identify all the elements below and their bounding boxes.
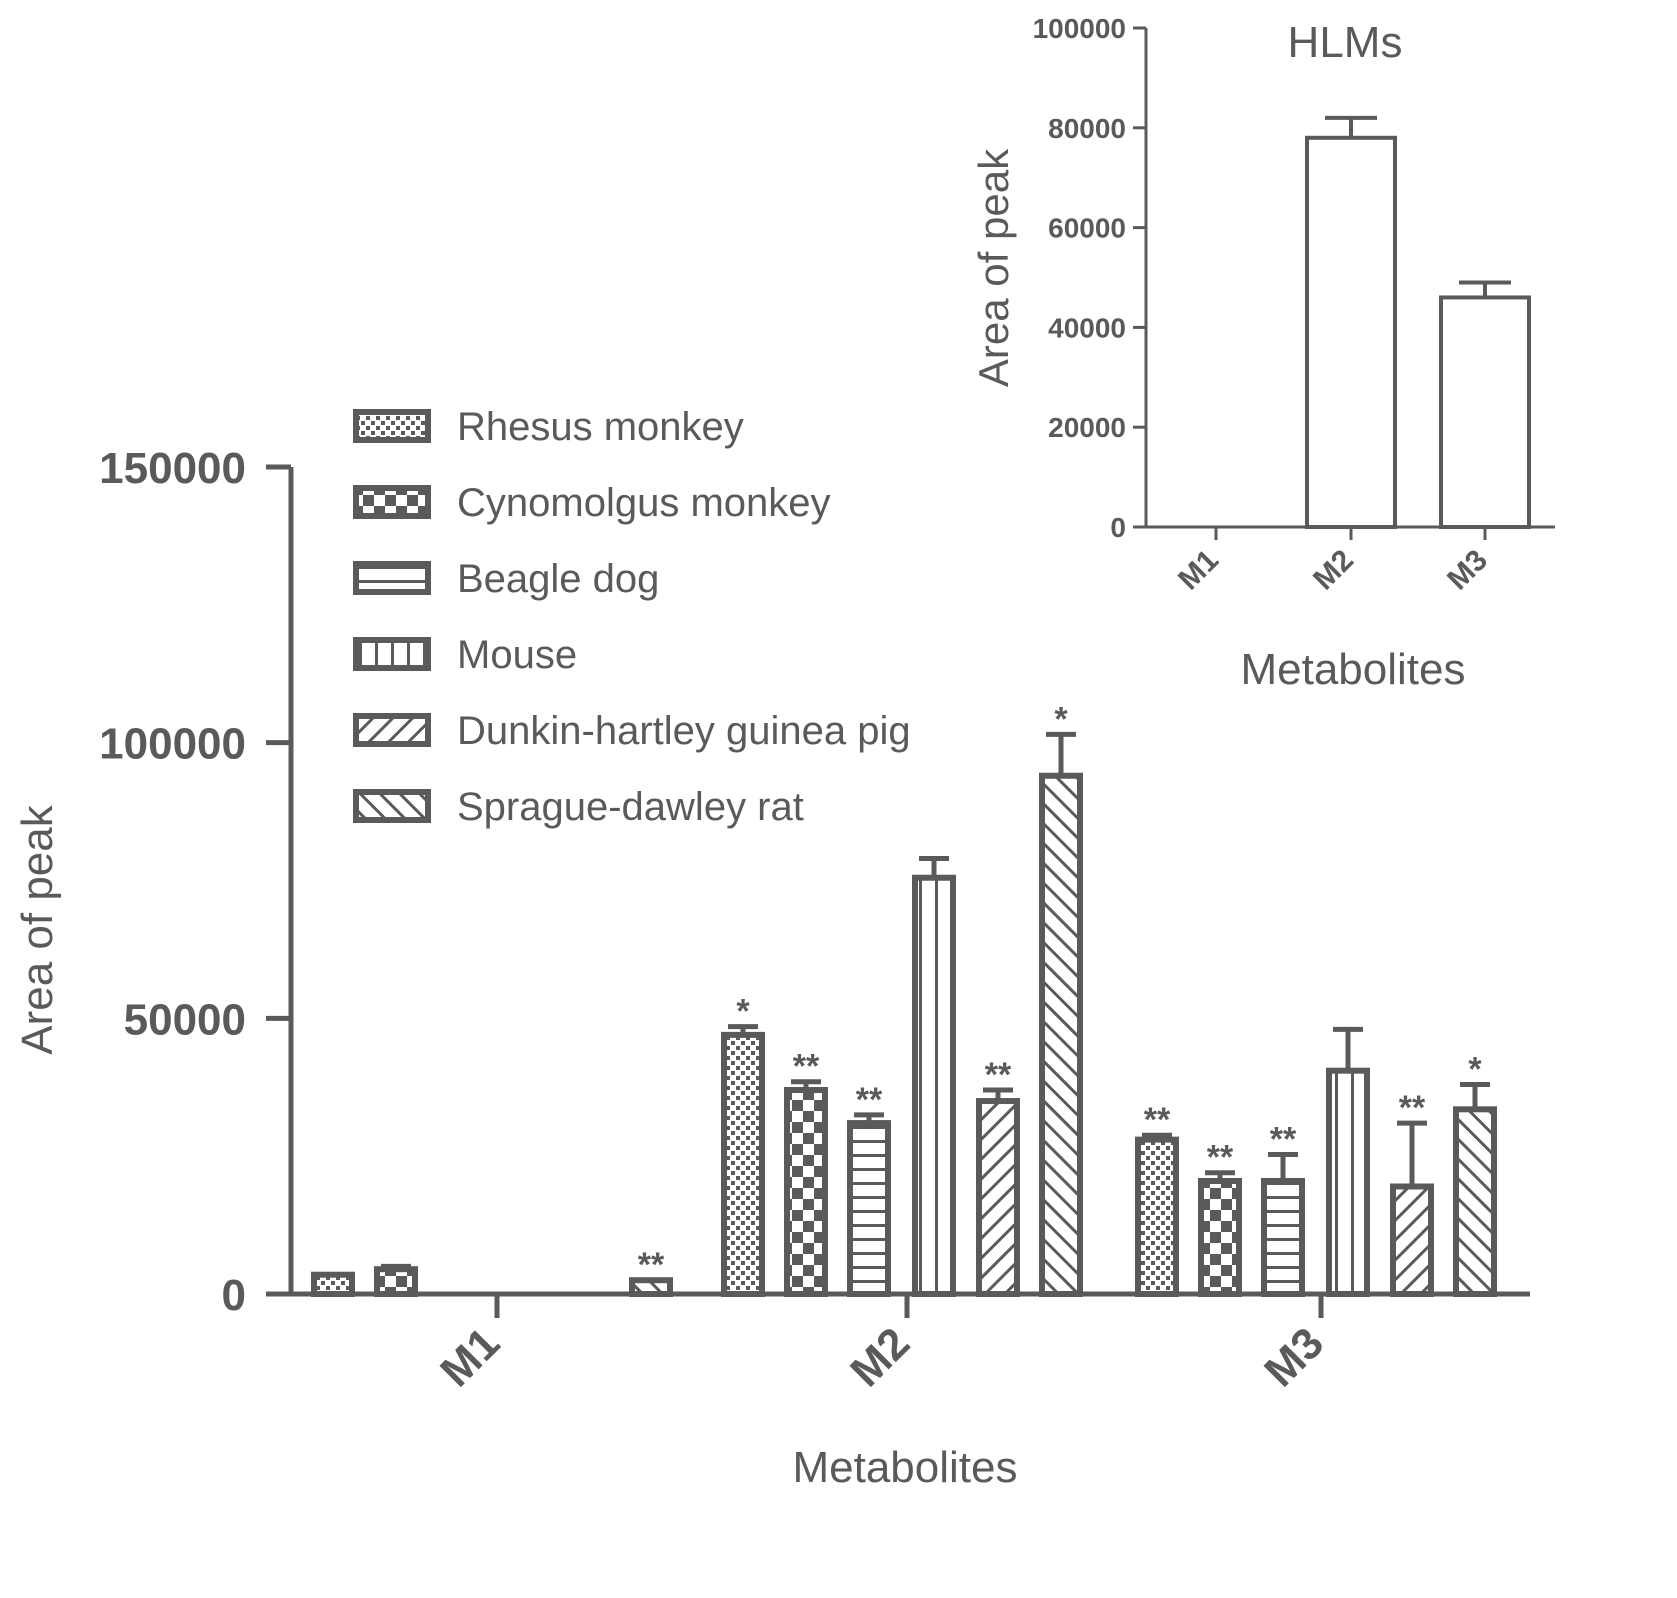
bar-rect — [311, 1271, 355, 1298]
bar-beagle-dog-m3: ** — [1261, 1121, 1305, 1298]
y-tick-label: 150000 — [99, 444, 246, 493]
bar-rect — [912, 874, 956, 1297]
bar-cynomolgus-monkey-m1 — [374, 1263, 418, 1297]
significance-label: ** — [1207, 1139, 1234, 1177]
bar-rect — [1390, 1183, 1434, 1297]
bar-rhesus-monkey-m2: * — [721, 993, 765, 1297]
bar-dunkin-hartley-guinea-pig-m2: ** — [976, 1056, 1020, 1297]
legend-swatch — [353, 485, 431, 519]
y-tick-label: 50000 — [124, 995, 246, 1044]
legend-label: Sprague-dawley rat — [457, 785, 804, 829]
legend-label: Mouse — [457, 633, 577, 677]
significance-label: ** — [856, 1081, 883, 1119]
x-tick-label: M1 — [431, 1318, 509, 1396]
legend-swatch — [353, 713, 431, 747]
inset-x-axis-title: Metabolites — [1240, 645, 1465, 694]
legend-label: Cynomolgus monkey — [457, 481, 831, 525]
legend-item-mouse: Mouse — [353, 633, 577, 677]
inset-y-ticks: 0 20000 40000 60000 80000 100000 — [1033, 13, 1146, 543]
y-tick-label: 40000 — [1048, 312, 1126, 343]
bar-dunkin-hartley-guinea-pig-m3: ** — [1390, 1089, 1434, 1297]
significance-label: ** — [1144, 1101, 1171, 1139]
significance-label: ** — [1399, 1089, 1426, 1127]
legend-swatch — [353, 637, 431, 671]
bar-rect — [721, 1031, 765, 1297]
bar-rect — [1453, 1106, 1497, 1298]
bar-cynomolgus-monkey-m2: ** — [784, 1048, 828, 1298]
bar-sprague-dawley-rat-m2: * — [1039, 700, 1083, 1297]
bar-rect — [976, 1098, 1020, 1297]
x-tick-label: M2 — [841, 1318, 919, 1396]
bar-rect — [1439, 295, 1531, 529]
legend-item-sprague-dawley-rat: Sprague-dawley rat — [353, 785, 804, 829]
legend-item-cynomolgus-monkey: Cynomolgus monkey — [353, 481, 831, 525]
y-tick-label: 0 — [1110, 512, 1126, 543]
bar-rect — [1039, 772, 1083, 1297]
x-tick-label: M1 — [1172, 544, 1225, 597]
bar-mouse-m2 — [912, 855, 956, 1297]
y-tick-label: 0 — [222, 1271, 246, 1320]
bar-cynomolgus-monkey-m3: ** — [1198, 1139, 1242, 1298]
legend-label: Beagle dog — [457, 557, 659, 601]
bar-rect — [1305, 135, 1397, 529]
legend: Rhesus monkey Cynomolgus monkey Beagle dog… — [353, 405, 911, 829]
significance-label: * — [1468, 1050, 1482, 1088]
legend-swatch — [353, 789, 431, 823]
significance-label: ** — [793, 1048, 820, 1086]
significance-label: ** — [1270, 1121, 1297, 1159]
legend-item-dunkin-hartley-guinea-pig: Dunkin-hartley guinea pig — [353, 709, 911, 753]
bar-rect — [1135, 1136, 1179, 1298]
x-tick-label: M3 — [1255, 1318, 1333, 1396]
main-x-ticks: M1 M2 M3 — [431, 1294, 1333, 1396]
legend-swatch — [353, 561, 431, 595]
bar-mouse-m3 — [1326, 1026, 1370, 1297]
legend-label: Dunkin-hartley guinea pig — [457, 709, 911, 753]
bar-rect — [784, 1087, 828, 1298]
significance-label: ** — [985, 1056, 1012, 1094]
bar-rhesus-monkey-m1 — [311, 1271, 355, 1298]
inset-bar-m3 — [1439, 280, 1531, 529]
significance-label: ** — [638, 1246, 665, 1284]
y-tick-label: 20000 — [1048, 412, 1126, 443]
bar-sprague-dawley-rat-m1: ** — [629, 1246, 673, 1298]
bar-rect — [1261, 1177, 1305, 1298]
main-y-axis-title: Area of peak — [13, 804, 62, 1054]
y-tick-label: 80000 — [1048, 113, 1126, 144]
x-tick-label: M2 — [1307, 544, 1360, 597]
bar-sprague-dawley-rat-m3: * — [1453, 1050, 1497, 1298]
inset-x-ticks: M1 M2 M3 — [1172, 527, 1494, 596]
y-tick-label: 100000 — [99, 720, 246, 769]
main-bars: ******************* — [311, 700, 1497, 1298]
x-tick-label: M3 — [1441, 544, 1494, 597]
significance-label: * — [1054, 700, 1068, 738]
significance-label: * — [736, 993, 750, 1031]
y-tick-label: 100000 — [1033, 13, 1126, 44]
y-tick-label: 60000 — [1048, 213, 1126, 244]
bar-beagle-dog-m2: ** — [847, 1081, 891, 1297]
inset-y-axis-title: Area of peak — [970, 148, 1017, 387]
inset-bars — [1305, 115, 1531, 529]
legend-item-rhesus-monkey: Rhesus monkey — [353, 405, 744, 449]
main-y-ticks: 0 50000 100000 150000 — [99, 444, 291, 1320]
legend-item-beagle-dog: Beagle dog — [353, 557, 659, 601]
bar-rect — [847, 1120, 891, 1297]
inset-title: HLMs — [1288, 18, 1403, 67]
main-x-axis-title: Metabolites — [792, 1443, 1017, 1492]
bar-rect — [374, 1266, 418, 1297]
inset-bar-m2 — [1305, 115, 1397, 529]
bar-rect — [1198, 1177, 1242, 1298]
legend-swatch — [353, 409, 431, 443]
legend-label: Rhesus monkey — [457, 405, 744, 449]
bar-rhesus-monkey-m3: ** — [1135, 1101, 1179, 1298]
bar-rect — [1326, 1067, 1370, 1297]
